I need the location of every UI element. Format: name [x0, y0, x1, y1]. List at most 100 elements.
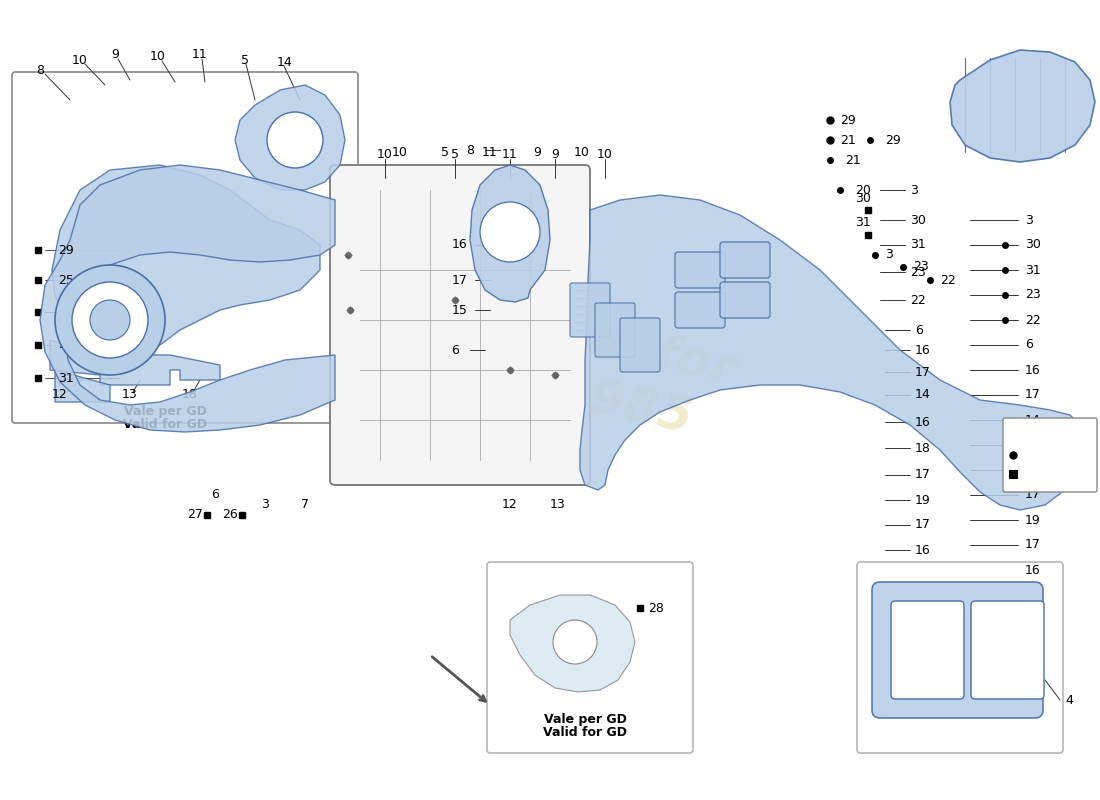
- Text: 26: 26: [222, 509, 238, 522]
- Circle shape: [55, 265, 165, 375]
- Text: 11: 11: [502, 149, 518, 162]
- Text: 24: 24: [58, 306, 74, 318]
- FancyBboxPatch shape: [620, 318, 660, 372]
- Text: 12: 12: [52, 389, 68, 402]
- Text: 15: 15: [452, 303, 468, 317]
- Text: Euro
Part: Euro Part: [201, 190, 398, 350]
- Text: 17: 17: [1025, 389, 1041, 402]
- Text: 16: 16: [915, 343, 931, 357]
- Text: 9: 9: [111, 49, 119, 62]
- FancyBboxPatch shape: [720, 242, 770, 278]
- Text: 9: 9: [551, 149, 559, 162]
- Text: 23: 23: [1025, 289, 1041, 302]
- Text: 10: 10: [377, 149, 393, 162]
- Text: 27: 27: [187, 509, 202, 522]
- Text: 17: 17: [915, 518, 931, 531]
- Text: 3: 3: [261, 498, 268, 511]
- FancyBboxPatch shape: [891, 601, 964, 699]
- FancyBboxPatch shape: [675, 252, 725, 288]
- Text: 14: 14: [1025, 414, 1041, 426]
- PathPatch shape: [580, 195, 1085, 510]
- FancyBboxPatch shape: [487, 562, 693, 753]
- Text: 10: 10: [392, 146, 408, 158]
- Text: 17: 17: [1025, 538, 1041, 551]
- Text: 6: 6: [451, 343, 459, 357]
- Text: 23: 23: [913, 261, 928, 274]
- Circle shape: [480, 202, 540, 262]
- Text: 3: 3: [910, 183, 917, 197]
- Text: 30: 30: [58, 338, 74, 351]
- Text: 30: 30: [855, 191, 871, 205]
- PathPatch shape: [510, 595, 635, 692]
- Text: 16: 16: [1025, 438, 1041, 451]
- Text: 31: 31: [58, 371, 74, 385]
- Text: 10: 10: [597, 149, 613, 162]
- Text: 7: 7: [301, 498, 309, 511]
- Text: 21: 21: [845, 154, 860, 166]
- PathPatch shape: [950, 50, 1094, 162]
- PathPatch shape: [235, 85, 345, 190]
- Text: Vale per GD: Vale per GD: [123, 406, 207, 418]
- Text: = 2: = 2: [1022, 467, 1045, 481]
- Text: 5: 5: [451, 149, 459, 162]
- Text: 29: 29: [840, 114, 856, 126]
- FancyBboxPatch shape: [595, 303, 635, 357]
- Text: 8: 8: [36, 63, 44, 77]
- Text: 12: 12: [502, 498, 518, 511]
- FancyBboxPatch shape: [1009, 470, 1018, 478]
- Text: 31: 31: [1025, 263, 1041, 277]
- Text: 14: 14: [277, 55, 293, 69]
- Text: 9: 9: [534, 146, 541, 158]
- Text: 31: 31: [910, 238, 926, 251]
- Text: Valid for GD: Valid for GD: [543, 726, 627, 739]
- Text: 30: 30: [1025, 238, 1041, 251]
- FancyBboxPatch shape: [720, 282, 770, 318]
- Text: 5: 5: [441, 146, 449, 158]
- Text: 16: 16: [915, 415, 931, 429]
- Text: 6: 6: [211, 489, 219, 502]
- Circle shape: [553, 620, 597, 664]
- Text: 29: 29: [58, 243, 74, 257]
- Text: 30: 30: [910, 214, 926, 226]
- PathPatch shape: [40, 165, 336, 432]
- Text: 28: 28: [648, 602, 664, 614]
- Text: 16: 16: [1025, 363, 1041, 377]
- Text: 22: 22: [940, 274, 956, 286]
- Text: 3: 3: [1025, 214, 1033, 226]
- PathPatch shape: [50, 340, 220, 385]
- Text: 17: 17: [452, 274, 468, 286]
- Text: 17: 17: [915, 469, 931, 482]
- Text: Vale per GD: Vale per GD: [543, 714, 626, 726]
- Text: 20: 20: [855, 183, 871, 197]
- Text: 17: 17: [1025, 489, 1041, 502]
- Circle shape: [267, 112, 323, 168]
- Text: 23: 23: [910, 266, 926, 278]
- Text: 31: 31: [855, 217, 871, 230]
- Text: 10: 10: [150, 50, 166, 63]
- Text: 6: 6: [1025, 338, 1033, 351]
- Text: 21: 21: [840, 134, 856, 146]
- FancyBboxPatch shape: [675, 292, 725, 328]
- Text: 5: 5: [241, 54, 249, 66]
- Text: 8: 8: [466, 143, 474, 157]
- PathPatch shape: [52, 165, 320, 360]
- PathPatch shape: [55, 370, 110, 402]
- FancyBboxPatch shape: [570, 283, 611, 337]
- FancyBboxPatch shape: [330, 165, 590, 485]
- Text: 17: 17: [915, 366, 931, 378]
- Text: 29: 29: [886, 134, 901, 146]
- Text: 18: 18: [183, 389, 198, 402]
- FancyBboxPatch shape: [1003, 418, 1097, 492]
- Text: 18: 18: [915, 442, 931, 454]
- Text: 14: 14: [915, 389, 931, 402]
- Text: 16: 16: [915, 543, 931, 557]
- Circle shape: [90, 300, 130, 340]
- Text: 19: 19: [1025, 514, 1041, 526]
- Text: 13: 13: [550, 498, 565, 511]
- Text: 19: 19: [915, 494, 931, 506]
- Text: 25: 25: [58, 274, 74, 286]
- Circle shape: [72, 282, 148, 358]
- Text: 11: 11: [482, 146, 498, 158]
- Text: 3: 3: [886, 249, 893, 262]
- Text: 22: 22: [910, 294, 926, 306]
